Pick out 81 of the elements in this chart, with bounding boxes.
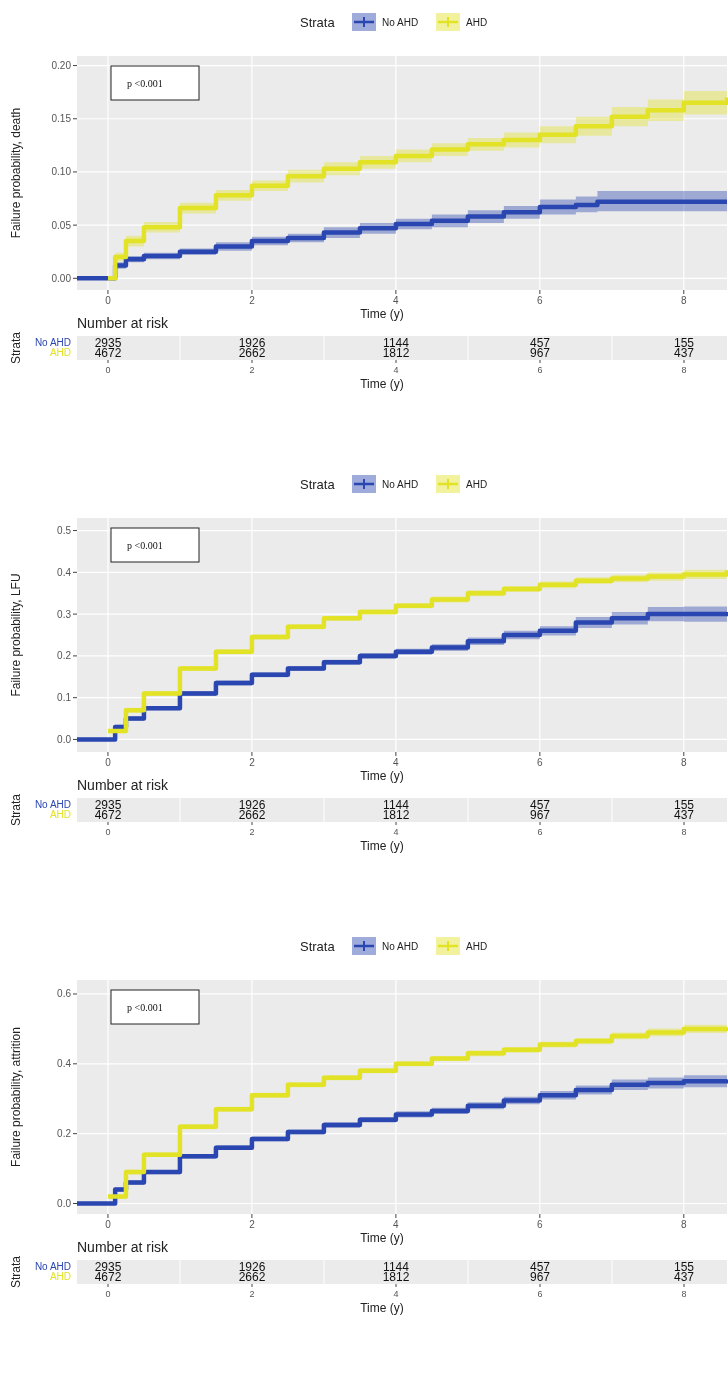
data-label: 1812 <box>382 808 410 822</box>
chart-title: Number at risk <box>77 315 170 331</box>
x-tick-label: 2 <box>249 827 255 837</box>
legend-label: No AHD <box>382 479 419 490</box>
x-tick-label: 8 <box>681 757 688 768</box>
data-label: 1812 <box>382 1270 410 1284</box>
x-tick-label: 8 <box>681 295 688 306</box>
y-tick-label: 0.2 <box>57 1128 72 1140</box>
x-tick-label: 6 <box>537 757 544 768</box>
annotation: p <0.001 <box>127 78 163 89</box>
y-tick-label: 0.0 <box>57 1198 72 1210</box>
x-axis-title: Time (y) <box>360 839 404 853</box>
x-tick-label: 6 <box>537 1289 543 1299</box>
y-axis-title: Failure probability, attrition <box>9 1027 23 1167</box>
x-tick-label: 6 <box>537 365 543 375</box>
x-tick-label: 2 <box>249 295 256 306</box>
data-label: 1812 <box>382 346 410 360</box>
x-axis-title: Time (y) <box>360 769 404 783</box>
x-tick-label: 0 <box>105 1219 112 1230</box>
x-tick-label: 8 <box>681 827 687 837</box>
y-tick-label: 0.0 <box>57 733 72 745</box>
y-axis-title: Strata <box>9 793 23 827</box>
x-tick-label: 4 <box>393 827 399 837</box>
legend-label: No AHD <box>382 17 419 28</box>
y-axis-title: Failure probability, LFU <box>9 573 23 697</box>
x-tick-label: 2 <box>249 1289 255 1299</box>
y-tick-label: AHD <box>49 809 71 820</box>
y-tick-label: 0.15 <box>51 113 72 125</box>
y-tick-label: 0.6 <box>57 988 72 1000</box>
annotation: p <0.001 <box>127 540 163 551</box>
y-tick-label: 0.20 <box>51 60 72 72</box>
y-axis-title: Strata <box>9 1255 23 1289</box>
x-tick-label: 2 <box>249 365 255 375</box>
x-tick-label: 0 <box>105 827 111 837</box>
x-tick-label: 2 <box>249 1219 256 1230</box>
y-tick-label: No AHD <box>34 1261 71 1272</box>
x-tick-label: 4 <box>393 295 400 306</box>
y-tick-label: 0.4 <box>57 566 72 578</box>
x-tick-label: 0 <box>105 757 112 768</box>
x-axis-title: Time (y) <box>360 377 404 391</box>
x-tick-label: 0 <box>105 295 112 306</box>
y-tick-label: 0.3 <box>57 608 72 620</box>
legend-label: AHD <box>466 17 488 28</box>
y-tick-label: 0.5 <box>57 525 72 537</box>
legend-label: AHD <box>466 479 488 490</box>
x-tick-label: 6 <box>537 295 544 306</box>
annotation: p <0.001 <box>127 1002 163 1013</box>
y-tick-label: No AHD <box>34 337 71 348</box>
x-tick-label: 0 <box>105 1289 111 1299</box>
y-tick-label: 0.1 <box>57 692 72 704</box>
x-tick-label: 4 <box>393 1289 399 1299</box>
legend-title: Strata <box>300 939 336 954</box>
y-tick-label: AHD <box>49 1271 71 1282</box>
x-tick-label: 2 <box>249 757 256 768</box>
x-tick-label: 4 <box>393 365 399 375</box>
x-tick-label: 6 <box>537 827 543 837</box>
legend-label: AHD <box>466 941 488 952</box>
y-axis-title: Strata <box>9 331 23 365</box>
x-tick-label: 4 <box>393 757 400 768</box>
x-axis-title: Time (y) <box>360 1231 404 1245</box>
legend-title: Strata <box>300 15 336 30</box>
x-tick-label: 8 <box>681 365 687 375</box>
y-axis-title: Failure probability, death <box>9 107 23 239</box>
y-tick-label: 0.10 <box>51 166 72 178</box>
y-tick-label: 0.00 <box>51 272 72 284</box>
x-tick-label: 8 <box>681 1219 688 1230</box>
x-axis-title: Time (y) <box>360 307 404 321</box>
x-tick-label: 8 <box>681 1289 687 1299</box>
legend-title: Strata <box>300 477 336 492</box>
x-axis-title: Time (y) <box>360 1301 404 1315</box>
y-tick-label: 0.2 <box>57 650 72 662</box>
y-tick-label: AHD <box>49 347 71 358</box>
legend-label: No AHD <box>382 941 419 952</box>
chart-title: Number at risk <box>77 777 170 793</box>
x-tick-label: 4 <box>393 1219 400 1230</box>
x-tick-label: 0 <box>105 365 111 375</box>
y-tick-label: No AHD <box>34 799 71 810</box>
x-tick-label: 6 <box>537 1219 544 1230</box>
y-tick-label: 0.05 <box>51 219 72 231</box>
chart-title: Number at risk <box>77 1239 170 1255</box>
y-tick-label: 0.4 <box>57 1058 72 1070</box>
